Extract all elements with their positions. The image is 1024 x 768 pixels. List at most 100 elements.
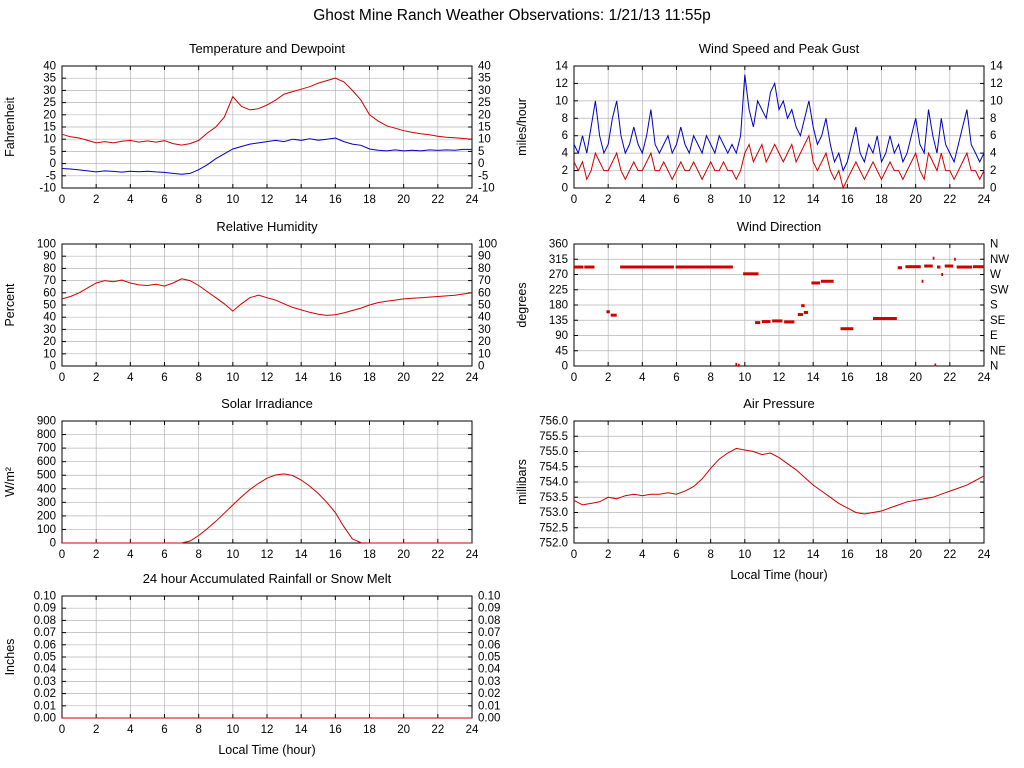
svg-text:100: 100 [478,239,497,251]
svg-text:24: 24 [978,194,991,206]
svg-text:0: 0 [571,549,577,561]
svg-text:16: 16 [841,194,854,206]
svg-text:NE: NE [990,345,1006,357]
svg-text:135: 135 [549,315,568,327]
svg-text:22: 22 [431,194,444,206]
svg-text:0.00: 0.00 [478,713,500,725]
svg-text:4: 4 [127,724,134,736]
svg-text:40: 40 [43,61,56,73]
svg-text:10: 10 [738,194,751,206]
svg-text:4: 4 [127,194,134,206]
svg-text:0: 0 [478,158,484,170]
svg-text:8: 8 [562,113,568,125]
svg-text:16: 16 [841,372,854,384]
svg-text:10: 10 [43,134,56,146]
svg-text:0: 0 [571,194,577,206]
svg-text:-5: -5 [46,170,56,182]
svg-text:20: 20 [397,724,410,736]
svg-text:225: 225 [549,284,568,296]
svg-text:12: 12 [555,78,568,90]
svg-text:180: 180 [549,300,568,312]
svg-text:40: 40 [43,312,56,324]
svg-text:8: 8 [707,549,713,561]
chart-title-wind-direction: Wind Direction [736,219,822,234]
svg-text:18: 18 [875,372,888,384]
svg-text:Percent: Percent [3,283,17,327]
svg-text:6: 6 [161,372,167,384]
svg-text:16: 16 [329,724,342,736]
svg-text:2: 2 [605,372,611,384]
svg-text:4: 4 [990,148,997,160]
svg-text:4: 4 [127,372,134,384]
svg-text:0.05: 0.05 [478,652,500,664]
svg-text:0: 0 [571,372,577,384]
svg-text:40: 40 [478,312,491,324]
svg-text:16: 16 [841,549,854,561]
svg-text:600: 600 [37,456,56,468]
svg-text:4: 4 [639,372,646,384]
svg-text:12: 12 [261,194,274,206]
svg-text:2: 2 [93,372,99,384]
svg-text:70: 70 [43,275,56,287]
svg-text:24: 24 [978,549,991,561]
svg-text:90: 90 [43,251,56,263]
solar-irradiance-plot: 0 2 4 6 8 10 12 14 16 18 20 22 240100200300400500600… [3,416,479,562]
chart-title-rainfall: 24 hour Accumulated Rainfall or Snow Mel… [142,571,392,586]
svg-text:360: 360 [549,239,568,251]
svg-text:14: 14 [295,549,308,561]
chart-wind-speed-gust: Wind Speed and Peak Gust 0 2 4 6 8 10 12 14 16 18… [512,38,1024,214]
svg-text:S: S [990,300,998,312]
svg-text:40: 40 [478,61,491,73]
svg-text:24: 24 [978,372,991,384]
svg-text:14: 14 [295,194,308,206]
svg-text:16: 16 [329,194,342,206]
svg-text:0: 0 [990,183,996,195]
svg-text:270: 270 [549,269,568,281]
svg-text:12: 12 [261,549,274,561]
svg-text:20: 20 [909,372,922,384]
svg-text:18: 18 [875,549,888,561]
svg-text:35: 35 [43,73,56,85]
svg-text:15: 15 [478,122,491,134]
svg-text:14: 14 [555,61,568,73]
svg-text:SW: SW [990,284,1009,296]
svg-text:100: 100 [37,239,56,251]
svg-text:0.09: 0.09 [34,603,56,615]
svg-text:0: 0 [478,361,484,373]
svg-text:315: 315 [549,254,568,266]
svg-text:500: 500 [37,470,56,482]
svg-text:20: 20 [397,372,410,384]
svg-text:E: E [990,330,998,342]
svg-text:8: 8 [195,549,201,561]
svg-text:0.08: 0.08 [34,615,56,627]
svg-text:900: 900 [37,416,56,428]
svg-text:10: 10 [226,372,239,384]
chart-title-temperature-dewpoint: Temperature and Dewpoint [188,41,346,56]
chart-title-air-pressure: Air Pressure [743,396,815,411]
svg-text:N: N [990,239,998,251]
svg-text:18: 18 [363,549,376,561]
svg-text:754.5: 754.5 [539,461,568,473]
svg-text:2: 2 [562,165,568,177]
svg-text:-10: -10 [39,183,56,195]
svg-text:0: 0 [59,194,65,206]
svg-text:24: 24 [466,724,479,736]
svg-text:10: 10 [478,134,491,146]
svg-text:0.01: 0.01 [478,700,500,712]
svg-text:8: 8 [195,724,201,736]
svg-text:20: 20 [43,336,56,348]
svg-text:6: 6 [161,194,167,206]
svg-text:6: 6 [673,194,679,206]
svg-text:0.09: 0.09 [478,603,500,615]
svg-text:100: 100 [37,524,56,536]
svg-text:NW: NW [990,254,1009,266]
svg-text:W/m²: W/m² [3,467,17,497]
svg-text:2: 2 [990,165,996,177]
temperature-dewpoint-plot: 0 2 4 6 8 10 12 14 16 18 20 22 24-10 -10-5 -50 05 510 101… [3,61,495,207]
svg-text:10: 10 [990,95,1003,107]
svg-text:-10: -10 [478,183,495,195]
svg-text:700: 700 [37,443,56,455]
rainfall-plot: 0 2 4 6 8 10 12 14 16 18 20 22 240.00 0.000.01 0.010.0… [3,591,501,758]
svg-text:2: 2 [93,549,99,561]
